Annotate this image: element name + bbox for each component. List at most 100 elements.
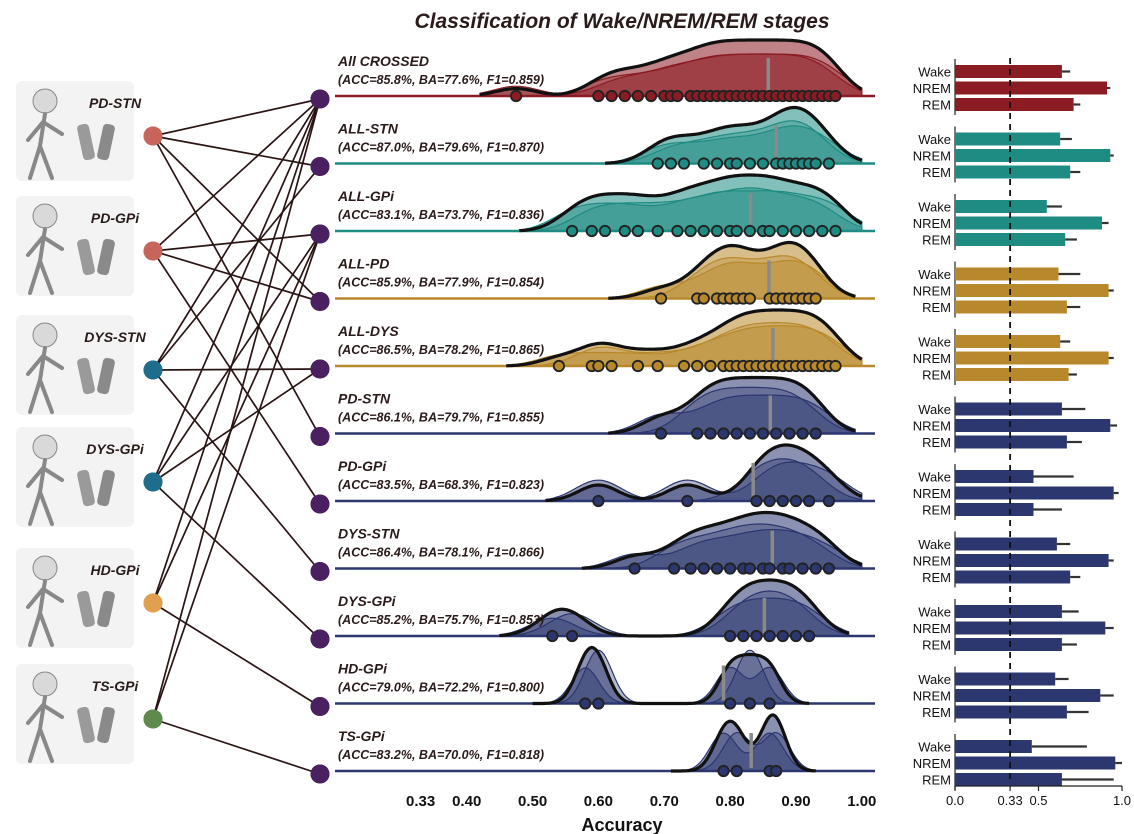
ridge-data-point [723, 629, 737, 643]
ridge-series-name: HD-GPi [338, 661, 388, 677]
ridge-data-point [802, 494, 816, 508]
stage-bar [955, 503, 1034, 516]
ridge-data-point [697, 224, 710, 238]
ridge-data-point [710, 157, 724, 170]
patient-entry: PD-GPi [16, 196, 163, 296]
ridge-data-point [671, 89, 684, 103]
stage-category-label: NREM [913, 621, 951, 636]
ridge-metrics-label: (ACC=83.5%, BA=68.3%, F1=0.823) [338, 478, 544, 492]
ridge-node [310, 427, 330, 446]
stage-category-label: NREM [913, 81, 951, 96]
connection-line [152, 165, 321, 371]
figure-head [32, 203, 58, 229]
ridge-data-point [598, 224, 612, 238]
figure-title: Classification of Wake/NREM/REM stages [414, 10, 829, 33]
ridge-metrics-label: (ACC=79.0%, BA=72.2%, F1=0.800) [338, 681, 544, 695]
ridge-data-point [605, 89, 618, 103]
ridge-series-name: ALL-DYS [337, 323, 399, 339]
connection-line [152, 368, 321, 483]
x-tick-label: 0.80 [715, 793, 744, 810]
ridge-node [310, 157, 330, 176]
ridge-data-point [763, 697, 776, 710]
ridge-data-point [677, 359, 691, 373]
ridge-data-point [743, 562, 757, 575]
ridge-data-point [684, 224, 697, 238]
ridge-data-point [704, 359, 717, 373]
ridge-density-outline [506, 308, 863, 368]
ridge-metrics-label: (ACC=83.1%, BA=73.7%, F1=0.836) [338, 208, 544, 222]
connection-line [152, 98, 321, 604]
connection-line [152, 233, 321, 720]
ridge-data-point [809, 427, 822, 440]
ridge-density-outline [499, 578, 850, 638]
ridge-series-name: ALL-STN [337, 121, 399, 137]
ridge-data-point [776, 494, 789, 508]
patient-entry: PD-STN [16, 81, 163, 181]
bar-axis: 0.0 0.33 0.5 1.0 [946, 785, 1131, 808]
ridge-data-point [710, 224, 724, 238]
ridge-density-fill [582, 512, 862, 569]
ridge-node [310, 292, 330, 311]
stage-category-label: NREM [913, 149, 951, 164]
stage-bar [955, 81, 1107, 95]
stage-bar [955, 284, 1109, 297]
stage-bar [955, 65, 1062, 78]
ridge-metrics-label: (ACC=86.5%, BA=78.2%, F1=0.865) [338, 343, 544, 357]
stage-bar [955, 335, 1061, 348]
connection-line [152, 250, 321, 505]
ridge-data-point [723, 562, 737, 575]
ridge-series-name: DYS-GPi [338, 593, 397, 609]
stage-category-label: NREM [913, 486, 951, 501]
stage-category-label: Wake [918, 200, 951, 215]
stage-bar [955, 402, 1062, 416]
stage-category-label: Wake [918, 537, 951, 552]
ridge-data-point [730, 224, 743, 238]
ridge-data-point [809, 292, 822, 305]
stage-category-label: NREM [913, 351, 951, 366]
ridge-data-point [667, 562, 681, 575]
stage-bar-charts: WakeNREMREMWakeNREMREMWakeNREMREMWakeNRE… [913, 58, 1122, 790]
patient-label: PD-STN [89, 95, 142, 111]
ridge-metrics-label: (ACC=83.2%, BA=70.0%, F1=0.818) [338, 748, 544, 762]
hd-gpi-patient-illustration-icon [16, 548, 134, 648]
dys-stn-patient-illustration-icon [16, 315, 134, 415]
ridge-data-point [592, 89, 605, 103]
ridge-row: ALL-DYS (ACC=86.5%, BA=78.2%, F1=0.865) [310, 308, 875, 379]
ridge-data-point [509, 89, 523, 103]
ridge-data-point [717, 764, 730, 778]
stage-category-label: Wake [918, 132, 951, 147]
stage-bar [955, 165, 1071, 179]
connection-line [152, 98, 321, 371]
ridge-metrics-label: (ACC=86.1%, BA=79.7%, F1=0.855) [338, 411, 544, 425]
figure-body [26, 346, 64, 414]
stage-category-label: REM [922, 638, 951, 653]
electrode-left [77, 590, 95, 628]
patient-entry: DYS-STN [16, 315, 163, 415]
patient-label: TS-GPi [92, 678, 140, 694]
patient-label: DYS-STN [84, 329, 146, 345]
patient-node-top [143, 126, 163, 146]
ridge-data-point [756, 157, 770, 170]
ridge-row: HD-GPi (ACC=79.0%, BA=72.2%, F1=0.800) [310, 645, 875, 716]
ridge-row: ALL-STN (ACC=87.0%, BA=79.6%, F1=0.870) [310, 105, 875, 176]
ridge-density-outline [670, 713, 817, 773]
x-tick-label: 0.90 [781, 793, 810, 810]
ridge-data-point [770, 764, 783, 778]
ridge-data-point [585, 224, 598, 238]
ridge-data-point [723, 697, 737, 710]
ridge-node [310, 359, 330, 379]
ridge-row: PD-GPi (ACC=83.5%, BA=68.3%, F1=0.823) [310, 443, 875, 514]
ridge-series-name: ALL-PD [337, 256, 389, 272]
ridge-data-point [829, 359, 842, 373]
ridge-data-point [743, 427, 757, 440]
ridge-data-point [802, 224, 816, 238]
ridge-data-point [816, 224, 829, 238]
ridge-data-point [783, 562, 796, 575]
ridge-row: TS-GPi (ACC=83.2%, BA=70.0%, F1=0.818) [310, 713, 875, 784]
